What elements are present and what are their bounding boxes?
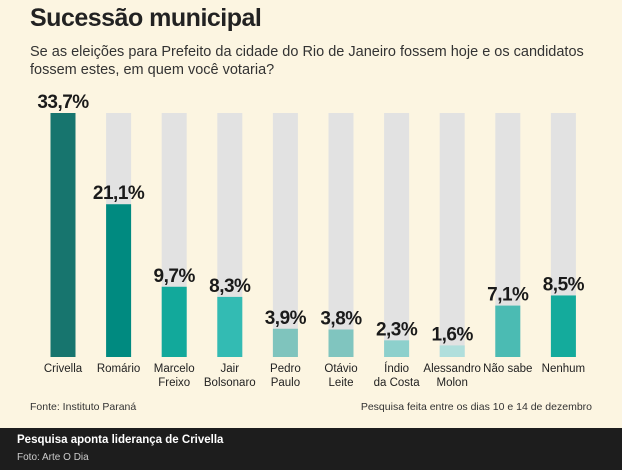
value-label: 8,3% bbox=[209, 276, 251, 297]
category-label: Otávio bbox=[324, 363, 357, 375]
bar bbox=[272, 328, 298, 357]
category-label: Alessandro bbox=[423, 363, 481, 375]
value-label: 8,5% bbox=[543, 274, 585, 295]
bar-track bbox=[439, 113, 465, 357]
value-label: 7,1% bbox=[487, 285, 529, 306]
bar-track bbox=[328, 113, 354, 357]
category-label: Freixo bbox=[158, 377, 190, 389]
source-note: Fonte: Instituto Paraná bbox=[30, 401, 137, 413]
bar bbox=[439, 345, 465, 357]
caption-credit: Foto: Arte O Dia bbox=[17, 452, 89, 463]
category-label: Leite bbox=[329, 377, 354, 389]
category-label: Não sabe bbox=[483, 363, 532, 375]
category-label: Nenhum bbox=[542, 363, 585, 375]
bar bbox=[495, 305, 521, 357]
value-label: 1,6% bbox=[432, 324, 474, 345]
category-label: Pedro bbox=[270, 363, 301, 375]
bar bbox=[50, 113, 76, 357]
value-label: 21,1% bbox=[93, 183, 145, 204]
caption-title: Pesquisa aponta liderança de Crivella bbox=[17, 434, 224, 446]
bar-track bbox=[272, 113, 298, 357]
category-label: da Costa bbox=[374, 377, 421, 389]
bar bbox=[550, 295, 576, 357]
chart-card: Sucessão municipal Se as eleições para P… bbox=[0, 0, 622, 428]
category-label: Marcelo bbox=[154, 363, 195, 375]
bar bbox=[217, 296, 243, 357]
bar bbox=[328, 329, 354, 357]
category-label: Paulo bbox=[271, 377, 300, 389]
value-label: 2,3% bbox=[376, 319, 418, 340]
category-label: Jair bbox=[221, 363, 240, 375]
value-label: 3,9% bbox=[265, 308, 307, 329]
bar-chart: 33,7% Crivella 21,1% Romário 9,7% Marcelo Frei… bbox=[37, 92, 585, 389]
category-label: Romário bbox=[97, 363, 140, 375]
category-label: Índio bbox=[384, 362, 409, 375]
chart-title: Sucessão municipal bbox=[30, 4, 262, 32]
bar bbox=[161, 286, 187, 357]
image-caption: Pesquisa aponta liderança de Crivella Fo… bbox=[0, 428, 622, 470]
category-label: Bolsonaro bbox=[204, 377, 256, 389]
value-label: 33,7% bbox=[37, 92, 89, 113]
value-label: 9,7% bbox=[154, 266, 196, 287]
chart-subtitle: Se as eleições para Prefeito da cidade d… bbox=[30, 44, 584, 78]
value-label: 3,8% bbox=[320, 308, 362, 329]
bar-track bbox=[384, 113, 410, 357]
bar bbox=[384, 340, 410, 357]
category-label: Crivella bbox=[44, 363, 83, 375]
survey-date-note: Pesquisa feita entre os dias 10 e 14 de … bbox=[360, 401, 592, 413]
category-label: Molon bbox=[437, 377, 468, 389]
bar bbox=[106, 204, 132, 357]
